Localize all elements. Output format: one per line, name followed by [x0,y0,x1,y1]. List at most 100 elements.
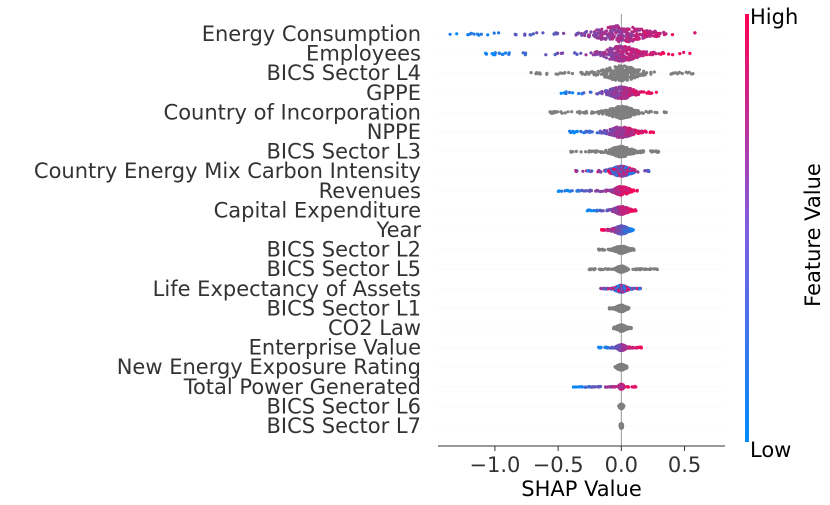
shap-point [610,286,614,290]
shap-point [688,51,692,56]
shap-point [628,326,632,330]
shap-point [613,110,617,114]
shap-point [629,49,633,53]
shap-point [597,345,601,349]
shap-point [630,109,634,113]
shap-point [619,167,623,172]
shap-point [623,266,627,270]
shap-point [497,31,501,35]
feature-swarm [529,64,695,83]
shap-point [609,130,613,134]
shap-point [617,232,621,236]
shap-point [592,110,596,115]
shap-point [606,169,611,173]
feature-swarm [607,303,631,314]
shap-point [600,52,604,56]
shap-point [602,69,607,73]
shap-point [620,165,624,169]
shap-point [617,56,621,60]
shap-point [588,189,592,193]
feature-swarm [484,44,692,63]
shap-point [629,77,633,81]
feature-swarm [613,362,629,372]
shap-point [615,150,619,154]
shap-point [651,130,656,135]
shap-point [658,31,662,36]
shap-point [588,169,593,174]
shap-point [620,130,624,134]
shap-point [590,111,594,115]
shap-point [618,249,623,253]
shap-point [599,36,604,40]
shap-point [635,32,639,36]
shap-point [622,327,626,331]
shap-point [593,53,598,57]
shap-point [611,28,615,32]
feature-swarm [597,244,636,255]
shap-point [633,108,637,112]
shap-point [627,111,631,115]
shap-point [606,112,610,117]
shap-point [649,70,653,74]
shap-point [584,30,588,34]
shap-point [600,150,604,154]
shap-point [636,49,640,53]
shap-point [589,51,593,55]
shap-point [613,249,617,253]
shap-point [577,385,581,389]
shap-point [618,126,622,130]
shap-point [570,110,574,114]
shap-point [600,27,604,31]
shap-point [475,32,480,36]
shap-point [492,31,496,35]
shap-point [638,90,642,94]
shap-point [618,384,622,388]
shap-point [634,346,638,350]
shap-point [618,111,622,115]
shap-point [596,92,600,96]
shap-point [623,87,627,91]
shap-point [618,307,622,311]
shap-point [641,111,645,115]
shap-point [626,71,630,75]
shap-point [612,227,616,231]
shap-point [629,35,633,39]
shap-point [581,189,585,193]
shap-point [521,51,525,55]
shap-point [637,267,642,271]
shap-point [620,148,624,152]
shap-point [659,52,663,56]
shap-point [619,68,623,72]
shap-point [693,31,697,35]
shap-point [624,94,629,98]
shap-point [652,267,657,271]
shap-point [620,192,624,196]
shap-point [608,74,613,78]
shap-point [607,92,611,96]
shap-point [590,267,594,271]
shap-point [607,32,611,36]
shap-point [620,46,624,50]
shap-point [574,169,578,174]
shap-point [647,32,651,36]
shap-point [604,56,609,60]
shap-point [625,36,629,40]
shap-point [610,77,614,81]
shap-point [552,110,556,114]
shap-point [622,58,627,62]
shap-point [620,187,624,191]
shap-point [623,126,627,130]
shap-point [655,150,659,154]
shap-point [625,46,629,50]
shap-point [599,72,603,76]
shap-point [636,170,640,174]
shap-point [614,165,618,169]
shap-point [619,37,623,41]
shap-point [621,284,626,288]
shap-point [524,51,528,55]
shap-point [630,92,634,96]
shap-point [610,32,614,36]
shap-point [623,153,627,157]
shap-point [616,170,620,174]
shap-point [642,71,646,76]
